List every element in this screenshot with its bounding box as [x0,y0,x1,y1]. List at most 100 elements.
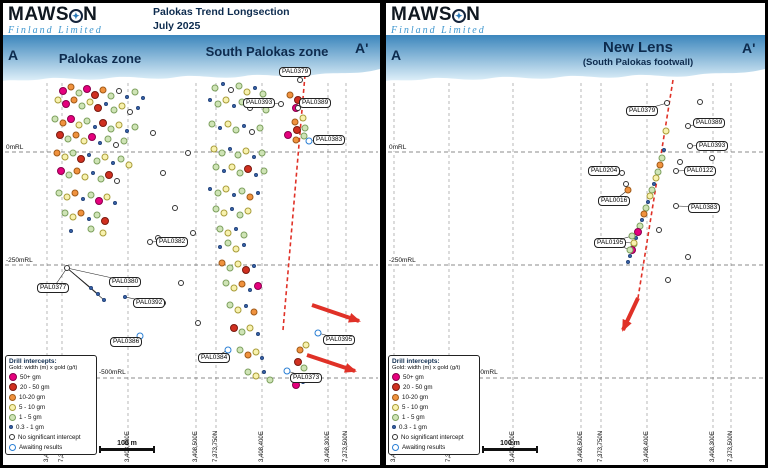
intercept-point-p1 [83,117,91,125]
plunge-arrow [621,297,640,332]
panel-header: MAWS ✦ N Finland Limited Palokas Trend Lon… [3,3,380,36]
intercept-point-p1 [120,137,128,145]
intercept-point-p03 [222,169,226,173]
intercept-point-p1 [259,90,267,98]
intercept-point-p20 [91,91,99,99]
intercept-point-p10 [291,118,299,126]
intercept-point-await [283,367,291,375]
intercept-point-p1 [236,169,244,177]
intercept-point-p03 [98,141,102,145]
legend-swatch-p5 [392,403,399,411]
figure-title: Palokas Trend Longsection July 2025 [153,6,290,33]
intercept-point-p03 [218,245,222,249]
legend-item-p20: 20 - 50 gm [9,382,93,392]
intercept-point-p10 [73,167,81,175]
logo-text-prefix: MAWS [8,4,70,25]
intercept-point-p1 [236,211,244,219]
intercept-point-p5 [228,163,236,171]
panel-palokas-trend: PAL0379 PAL0393 PAL0389 PAL0383 PAL0382 PAL03… [3,3,380,465]
legend-label: Awaiting results [402,443,446,451]
legend-label: 0.3 - 1 gm [16,423,44,431]
intercept-point-nsi [665,277,671,283]
intercept-point-nsi [228,87,234,93]
intercept-point-p03 [141,96,145,100]
intercept-point-p1 [69,149,77,157]
intercept-point-p50 [95,197,103,205]
intercept-point-p5 [80,137,88,145]
compass-rose-icon: ✦ [452,9,467,23]
intercept-point-p03 [69,229,73,233]
intercept-point-nsi [155,235,161,241]
intercept-point-p50 [634,228,642,236]
intercept-point-p10 [286,91,294,99]
legend-swatch-p50 [9,373,17,381]
intercept-point-p1 [208,120,216,128]
intercept-point-p1 [218,149,226,157]
intercept-point-p20 [105,171,113,179]
intercept-point-p03 [242,243,246,247]
intercept-point-p1 [65,171,73,179]
intercept-point-p50 [59,87,67,95]
sky-band [386,35,765,81]
intercept-point-p1 [224,239,232,247]
points-layer [386,3,765,465]
intercept-point-nsi [160,300,166,306]
legend: Drill intercepts: Gold: width (m) x gold… [5,355,97,455]
intercept-point-p5 [210,145,218,153]
intercept-point-p03 [208,98,212,102]
intercept-point-p5 [86,98,94,106]
mawson-logo-subtitle: Finland Limited [8,25,103,36]
intercept-point-nsi [673,203,679,209]
intercept-point-p03 [260,356,264,360]
intercept-point-nsi [178,280,184,286]
intercept-point-p1 [226,301,234,309]
intercept-point-p1 [258,149,266,157]
intercept-point-nsi [249,129,255,135]
scale-bar-label: 100 m [117,440,137,447]
intercept-point-p1 [93,211,101,219]
intercept-point-nsi [685,123,691,129]
intercept-point-p03 [104,102,108,106]
intercept-point-p10 [624,186,632,194]
intercept-point-p10 [300,100,308,108]
intercept-point-p1 [626,246,634,254]
intercept-point-p1 [222,279,230,287]
logo-text-prefix: MAWS [391,4,453,25]
intercept-point-nsi [677,159,683,165]
logo-text-suffix: N [466,4,481,25]
intercept-point-p03 [234,227,238,231]
intercept-point-p10 [59,119,67,127]
intercept-point-p5 [222,185,230,193]
intercept-point-p10 [292,136,300,144]
legend-item-nsi: No significant intercept [392,432,476,442]
legend-swatch-await [9,443,16,451]
intercept-point-p50 [254,282,262,290]
scale-bar-line [482,446,538,453]
intercept-point-p03 [221,82,225,86]
intercept-point-p03 [242,124,246,128]
intercept-point-nsi [623,181,629,187]
intercept-point-p10 [238,280,246,288]
intercept-point-p5 [242,147,250,155]
intercept-point-p10 [640,210,648,218]
legend-label: 10-20 gm [402,393,429,401]
legend-title: Drill intercepts: [9,358,57,365]
intercept-point-p50 [67,115,75,123]
intercept-point-p1 [300,364,308,372]
legend-swatch-p10 [392,393,399,401]
legend-swatch-await [392,443,399,451]
intercept-point-p5 [630,239,638,247]
legend-item-p03: 0.3 - 1 gm [392,422,476,432]
intercept-point-p1 [78,102,86,110]
intercept-point-p1 [131,88,139,96]
intercept-point-p03 [253,86,257,90]
intercept-point-p1 [64,135,72,143]
intercept-point-p5 [646,192,654,200]
intercept-point-p5 [61,153,69,161]
intercept-point-p03 [208,187,212,191]
intercept-point-p1 [51,115,59,123]
intercept-point-p03 [111,161,115,165]
intercept-point-p1 [107,125,115,133]
sky-surface-shape [386,35,765,81]
intercept-point-nsi [114,178,120,184]
